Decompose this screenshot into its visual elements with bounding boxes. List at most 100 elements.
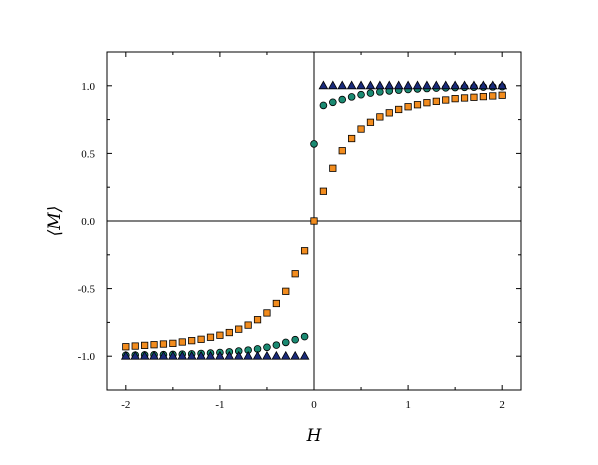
data-point-square (225, 328, 233, 337)
x-tick-label: 2 (499, 399, 505, 411)
data-point-triangle (346, 80, 357, 90)
x-tick-label: -1 (215, 399, 224, 411)
data-point-square (150, 341, 158, 349)
data-point-square (329, 164, 337, 172)
data-point-triangle (422, 80, 432, 90)
x-tick-label: -2 (121, 399, 130, 411)
data-point-square (178, 338, 186, 346)
data-point-triangle (167, 350, 178, 360)
data-point-square (253, 316, 262, 324)
data-point-triangle (280, 350, 291, 360)
x-ticks: -2 -1 0 1 2 (121, 52, 505, 411)
data-point-triangle (365, 80, 376, 90)
data-point-square (442, 96, 450, 104)
data-point-square (169, 339, 177, 347)
data-point-triangle (130, 350, 141, 360)
x-tick-label: 1 (405, 399, 411, 411)
data-point-triangle (299, 350, 310, 360)
data-point-triangle (440, 80, 451, 90)
data-point-circle (357, 90, 365, 99)
data-point-square (489, 92, 497, 100)
data-point-circle (281, 338, 290, 347)
data-point-square (244, 321, 252, 329)
data-point-square (413, 101, 422, 109)
data-point-circle (347, 93, 356, 101)
data-point-circle (319, 101, 328, 110)
data-point-square (498, 91, 506, 99)
data-point-square (235, 325, 243, 333)
y-tick-label: -0.5 (78, 284, 96, 296)
data-point-square (357, 125, 365, 133)
x-axis-title: H (306, 426, 323, 446)
y-axis-title: ⟨M⟩ (45, 206, 65, 237)
data-point-triangle (205, 350, 216, 360)
data-point-square (188, 337, 196, 345)
data-point-triangle (271, 350, 282, 360)
data-point-triangle (186, 350, 197, 360)
data-points (120, 80, 508, 360)
data-point-circle (272, 341, 281, 349)
data-point-square (272, 299, 280, 308)
data-point-triangle (120, 350, 131, 360)
data-point-triangle (374, 80, 385, 90)
data-point-square (159, 340, 168, 348)
data-point-square (206, 333, 215, 341)
data-point-triangle (393, 80, 404, 90)
data-point-circle (338, 95, 347, 104)
data-point-square (376, 113, 384, 121)
data-point-triangle (384, 80, 395, 90)
data-point-triangle (224, 350, 235, 360)
data-point-square (300, 247, 309, 255)
data-point-triangle (403, 80, 413, 90)
data-point-square (141, 341, 149, 349)
data-point-triangle (469, 80, 479, 90)
data-point-triangle (356, 80, 366, 90)
data-point-circle (291, 335, 299, 344)
data-point-circle (329, 98, 337, 107)
data-point-triangle (450, 80, 461, 90)
data-point-triangle (459, 80, 470, 90)
data-point-square (122, 343, 130, 351)
y-ticks: -1.0 -0.5 0.0 0.5 1.0 (78, 81, 521, 363)
data-point-square (432, 97, 440, 105)
x-tick-label: 0 (311, 399, 317, 411)
data-point-circle (376, 88, 384, 96)
y-tick-label: -1.0 (78, 351, 96, 363)
data-point-square (460, 94, 469, 102)
data-point-triangle (487, 80, 498, 90)
data-point-triangle (337, 80, 348, 90)
data-point-square (263, 309, 271, 317)
data-point-square (451, 95, 459, 103)
data-point-triangle (252, 350, 263, 360)
data-point-circle (263, 343, 271, 352)
data-point-square (319, 187, 328, 195)
data-point-square (216, 331, 224, 339)
data-point-triangle (431, 80, 442, 90)
data-point-triangle (215, 350, 225, 360)
data-point-square (197, 335, 205, 343)
data-point-triangle (243, 350, 254, 360)
data-point-square (131, 342, 139, 350)
y-tick-label: 1.0 (81, 81, 95, 93)
data-point-square (470, 93, 478, 101)
data-point-triangle (318, 80, 329, 90)
data-point-triangle (412, 80, 423, 90)
data-point-square (282, 287, 290, 295)
data-point-triangle (327, 80, 338, 90)
data-point-triangle (196, 350, 206, 360)
data-point-triangle (149, 350, 159, 360)
data-point-square (423, 99, 431, 107)
y-tick-label: 0.5 (81, 148, 95, 160)
data-point-square (366, 118, 375, 126)
data-point-triangle (139, 350, 150, 360)
data-point-circle (366, 89, 375, 97)
data-point-circle (300, 332, 309, 341)
data-point-triangle (177, 350, 188, 360)
data-point-triangle (290, 350, 301, 360)
data-point-triangle (233, 350, 244, 360)
data-point-square (404, 103, 412, 111)
data-point-triangle (158, 350, 169, 360)
data-point-square (310, 217, 318, 225)
data-point-square (385, 109, 393, 117)
